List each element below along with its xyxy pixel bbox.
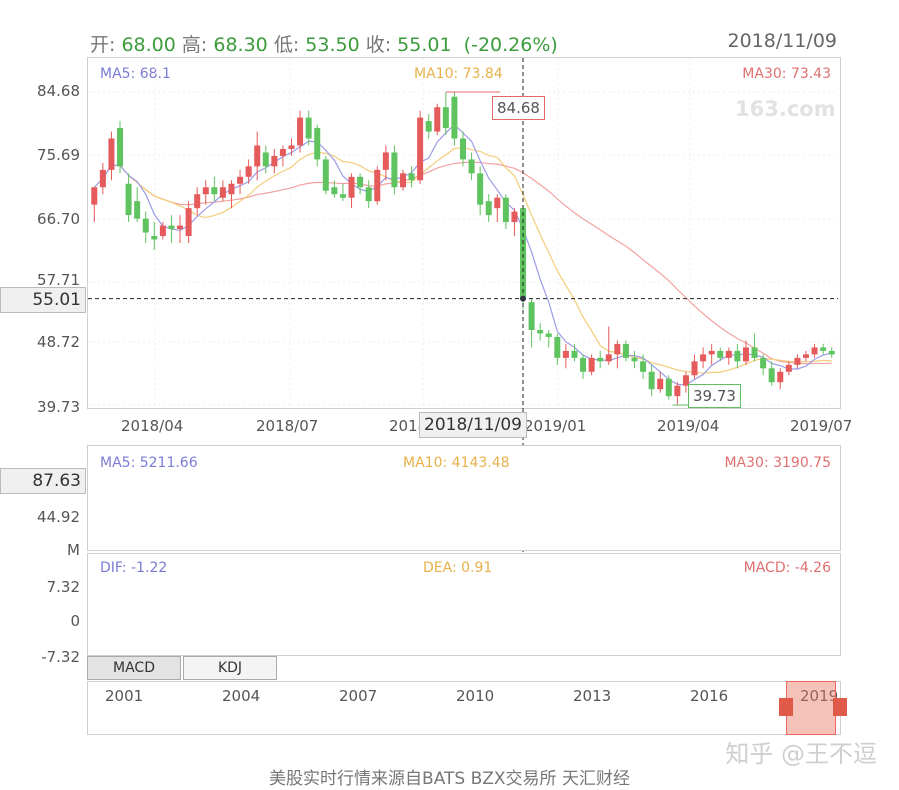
price-x-tick: 2018/07 (256, 417, 319, 435)
price-x-tick: 2019/01 (524, 417, 587, 435)
high-label: 高: (181, 34, 208, 56)
overview-x-tick: 2016 (690, 687, 729, 705)
ohlc-summary: 开: 68.00 高: 68.30 低: 53.50 收: 55.01 (-20… (90, 30, 558, 57)
price-ma5: MA5: 68.1 (100, 66, 171, 82)
open-label: 开: (90, 34, 116, 56)
price-ma30: MA30: 73.43 (742, 66, 831, 82)
zhihu-watermark: 知乎 @王不逗 (725, 740, 877, 768)
min-price-label: 39.73 (688, 384, 741, 408)
macd-y-tick: 0 (70, 612, 80, 630)
price-x-tick: 2019/04 (657, 417, 720, 435)
overview-x-tick: 2010 (456, 687, 495, 705)
macd-dea: DEA: 0.91 (423, 560, 493, 576)
tab-kdj[interactable]: KDJ (183, 656, 277, 680)
volume-ma5: MA5: 5211.66 (100, 455, 198, 471)
macd-value: MACD: -4.26 (743, 560, 831, 576)
brand-watermark: 163.com (735, 97, 836, 121)
tab-macd[interactable]: MACD (87, 656, 181, 680)
price-y-tick: 84.68 (37, 82, 80, 100)
price-y-tick: 66.70 (37, 210, 80, 228)
macd-y-tick: -7.32 (41, 648, 80, 666)
price-x-tick: 2019/07 (790, 417, 853, 435)
macd-panel[interactable] (87, 553, 841, 656)
overview-right-handle[interactable] (833, 698, 847, 716)
selected-date: 2018/11/09 (727, 30, 837, 52)
crosshair-price-label: 55.01 (0, 287, 86, 313)
price-y-tick: 75.69 (37, 146, 80, 164)
overview-x-tick: 2019 (800, 687, 839, 705)
max-price-label: 84.68 (492, 96, 545, 120)
macd-y-tick: 7.32 (46, 578, 80, 596)
volume-y-tick: M (67, 541, 80, 559)
price-y-tick: 48.72 (37, 333, 80, 351)
overview-x-tick: 2013 (573, 687, 612, 705)
macd-dif: DIF: -1.22 (100, 560, 168, 576)
change-percent: (-20.26%) (463, 34, 558, 56)
data-source-footer: 美股实时行情来源自BATS BZX交易所 天汇财经 (269, 769, 630, 789)
overview-x-tick: 2004 (222, 687, 261, 705)
price-y-tick: 57.71 (37, 271, 80, 289)
price-ma10: MA10: 73.84 (414, 66, 503, 82)
crosshair-date-label: 2018/11/09 (419, 412, 527, 438)
overview-x-tick: 2007 (339, 687, 378, 705)
price-panel[interactable] (87, 57, 841, 409)
overview-left-handle[interactable] (779, 698, 793, 716)
high-value: 68.30 (213, 34, 268, 56)
price-x-tick: 2018/04 (121, 417, 184, 435)
volume-ma10: MA10: 4143.48 (403, 455, 510, 471)
overview-range-selector[interactable] (786, 681, 836, 735)
volume-y-tick: 44.92 (37, 508, 80, 526)
volume-panel[interactable] (87, 445, 841, 551)
volume-crosshair-label: 87.63 (0, 468, 86, 494)
overview-navigator[interactable] (87, 681, 841, 735)
overview-x-tick: 2001 (105, 687, 144, 705)
price-y-tick: 39.73 (37, 398, 80, 416)
close-value: 55.01 (397, 34, 452, 56)
close-label: 收: (365, 34, 392, 56)
low-value: 53.50 (305, 34, 360, 56)
low-label: 低: (273, 34, 300, 56)
volume-ma30: MA30: 3190.75 (724, 455, 831, 471)
open-value: 68.00 (121, 34, 176, 56)
